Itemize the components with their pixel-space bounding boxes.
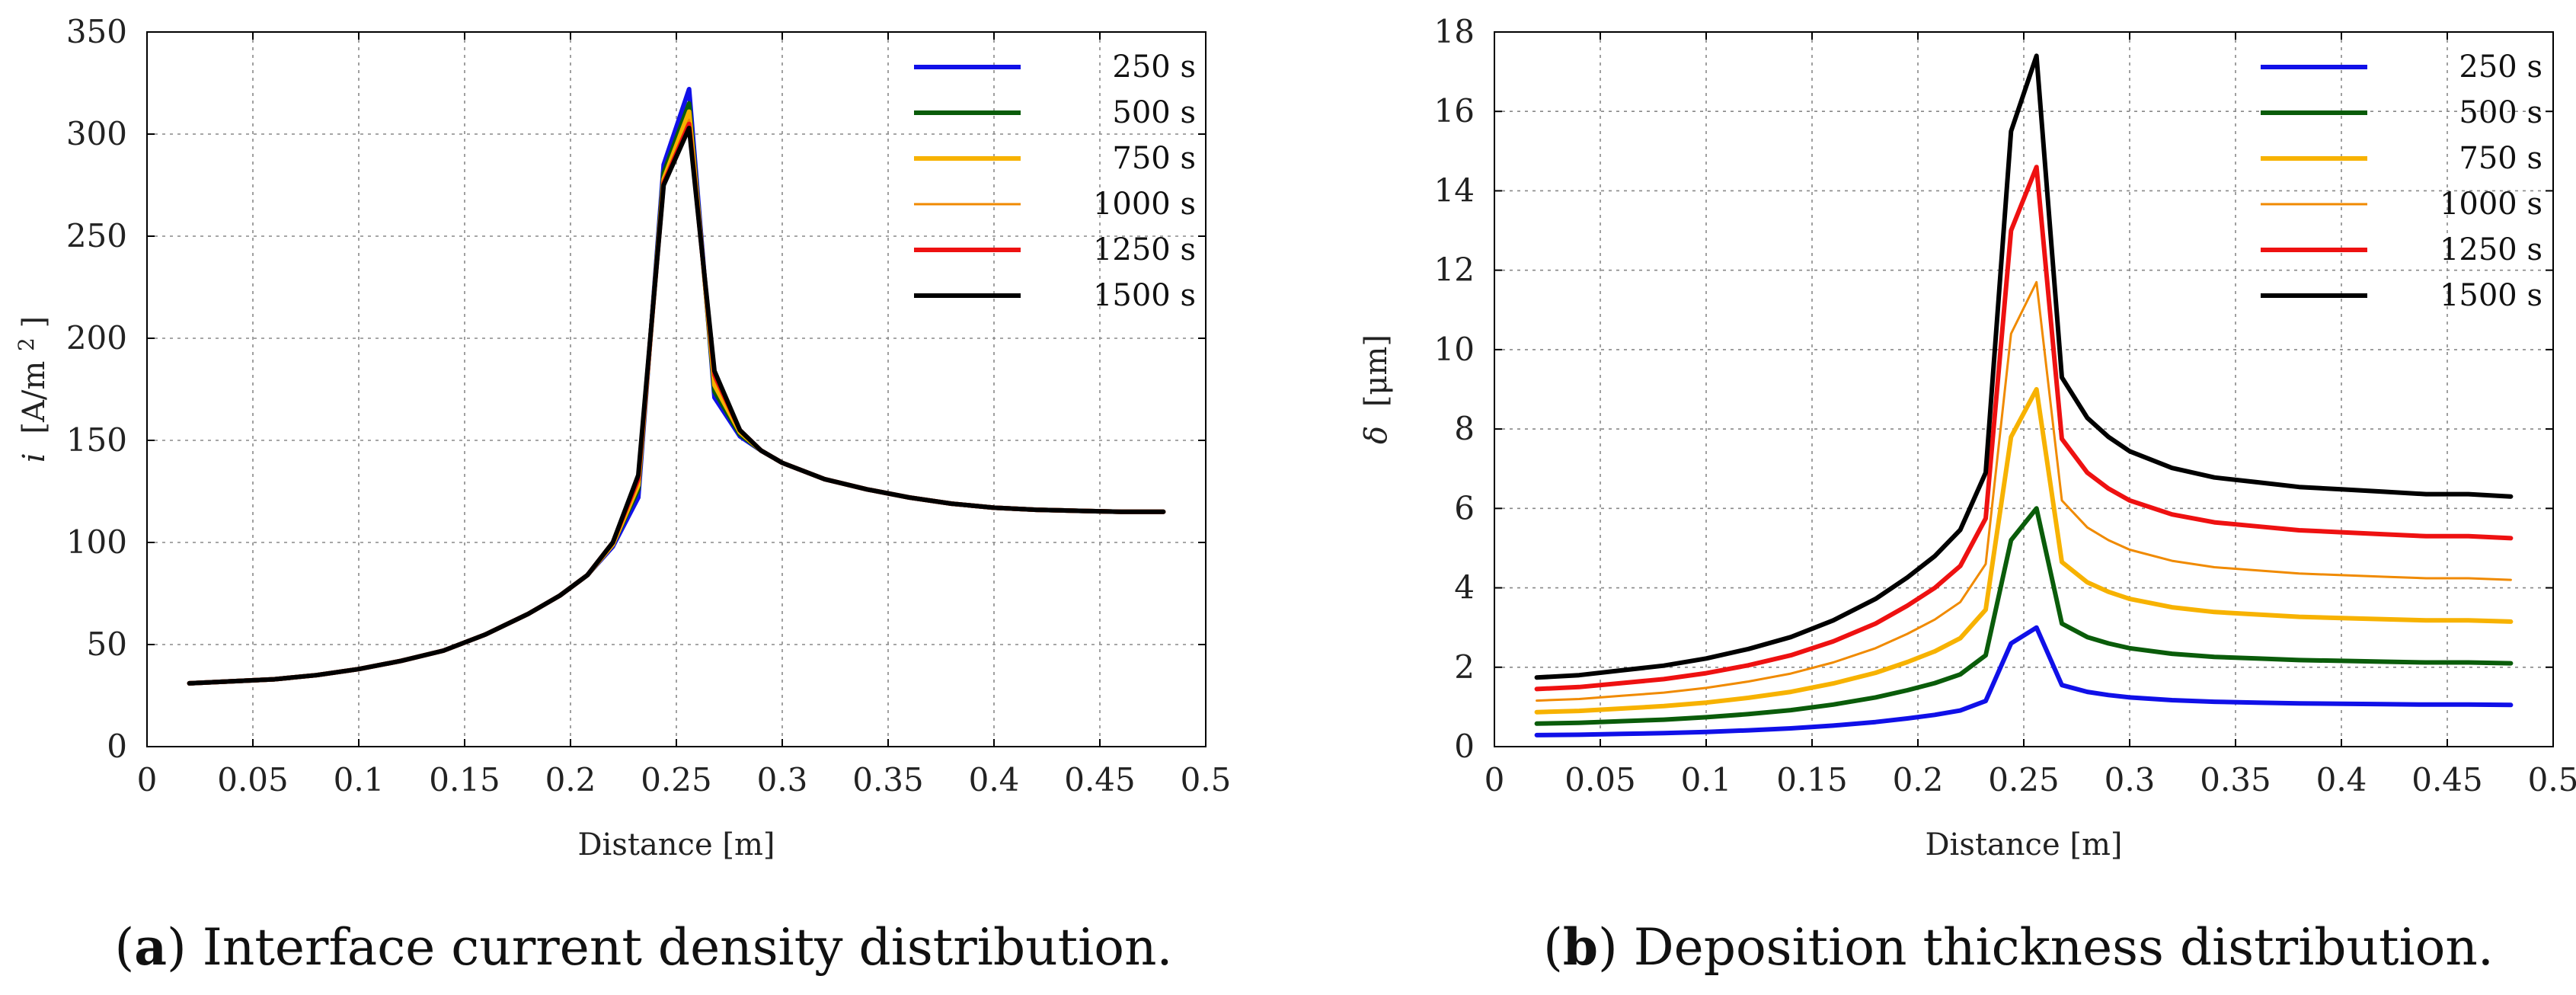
y-tick-label: 250 <box>66 217 127 254</box>
y-tick-label: 300 <box>66 115 127 152</box>
x-tick-label: 0.4 <box>2316 761 2367 798</box>
legend: 250 s 500 s 750 s 1000 s 1250 s 1500 s <box>914 50 1196 313</box>
y-axis-label-var: δ <box>1359 426 1394 444</box>
x-tick-label: 0.15 <box>1776 761 1848 798</box>
series-lines <box>187 87 1166 686</box>
caption-close-paren: ) <box>1598 918 1634 977</box>
y-tick-label: 12 <box>1434 251 1475 289</box>
y-tick-label: 0 <box>1454 728 1475 765</box>
x-tick-label: 0.35 <box>2200 761 2271 798</box>
series-lines <box>1534 53 2514 737</box>
chart-panel-current-density: 0 0.05 0.1 0.15 0.2 0.25 0.3 0.35 0.4 0.45 0.5 0 50 1… <box>6 13 1232 977</box>
legend-label: 750 s <box>1112 141 1196 176</box>
y-axis-label-close: ] <box>17 316 52 328</box>
x-tick-label: 0.05 <box>217 761 289 798</box>
legend-label: 1250 s <box>1093 232 1196 267</box>
y-axis-label-var: i <box>17 453 52 462</box>
caption-open-paren: ( <box>115 918 135 977</box>
legend-label: 250 s <box>1112 50 1196 85</box>
x-tick-label: 0.3 <box>757 761 808 798</box>
caption-open-paren: ( <box>1543 918 1563 977</box>
legend-label: 750 s <box>2459 141 2542 176</box>
series-line <box>1536 280 2512 702</box>
legend-label: 500 s <box>1112 95 1196 130</box>
y-tick-label: 8 <box>1454 410 1475 447</box>
x-tick-label: 0.45 <box>2411 761 2483 798</box>
caption-label: a <box>134 917 167 977</box>
y-axis-label-unit: [μm] <box>1359 334 1394 407</box>
legend-label: 1000 s <box>2440 187 2542 222</box>
legend: 250 s 500 s 750 s 1000 s 1250 s 1500 s <box>2261 50 2542 313</box>
series-line <box>1534 387 2514 715</box>
y-tick-label: 100 <box>66 523 127 561</box>
legend-label: 1000 s <box>1093 187 1196 222</box>
y-tick-label: 2 <box>1454 648 1475 686</box>
legend-label: 1500 s <box>2440 278 2542 313</box>
series-line <box>1534 506 2514 726</box>
x-tick-label: 0.25 <box>641 761 712 798</box>
x-tick-label: 0.2 <box>1893 761 1944 798</box>
y-tick-label: 150 <box>66 421 127 459</box>
x-axis-label: Distance [m] <box>577 827 775 862</box>
x-tick-label: 0.15 <box>429 761 500 798</box>
axis-ticks: 0 0.05 0.1 0.15 0.2 0.25 0.3 0.35 0.4 0.45 0.5 0 2 4 6… <box>1434 13 2576 798</box>
caption-close-paren: ) <box>167 918 203 977</box>
series-line <box>1534 625 2514 737</box>
x-tick-label: 0.3 <box>2105 761 2156 798</box>
x-tick-label: 0 <box>1485 761 1505 798</box>
x-tick-label: 0.5 <box>2528 761 2576 798</box>
x-tick-label: 0 <box>137 761 158 798</box>
x-tick-label: 0.2 <box>545 761 596 798</box>
caption-text: Deposition thickness distribution. <box>1634 918 2494 977</box>
legend-label: 1250 s <box>2440 232 2542 267</box>
chart-panel-deposition-thickness: 0 0.05 0.1 0.15 0.2 0.25 0.3 0.35 0.4 0.45 0.5 0 2 4 6… <box>1359 13 2576 977</box>
axis-ticks: 0 0.05 0.1 0.15 0.2 0.25 0.3 0.35 0.4 0.45 0.5 0 50 1… <box>66 13 1232 798</box>
series-line <box>187 126 1166 686</box>
x-tick-label: 0.45 <box>1064 761 1136 798</box>
caption-text: Interface current density distribution. <box>203 918 1173 977</box>
y-tick-label: 200 <box>66 319 127 357</box>
y-tick-label: 0 <box>107 728 127 765</box>
y-tick-label: 16 <box>1434 92 1475 130</box>
x-tick-label: 0.05 <box>1564 761 1636 798</box>
legend-label: 500 s <box>2459 95 2542 130</box>
y-axis-label: δ [μm] <box>1359 334 1394 444</box>
caption: (a) Interface current density distributi… <box>115 917 1173 977</box>
legend-label: 250 s <box>2459 50 2542 85</box>
grid <box>147 32 1206 747</box>
y-axis-label-unit: [A/m <box>17 361 52 434</box>
x-tick-label: 0.1 <box>334 761 385 798</box>
y-tick-label: 18 <box>1434 13 1475 50</box>
y-tick-label: 14 <box>1434 171 1475 209</box>
caption-label: b <box>1563 917 1598 977</box>
series-line <box>1534 165 2514 692</box>
y-tick-label: 50 <box>87 625 127 663</box>
y-tick-label: 6 <box>1454 489 1475 526</box>
caption: (b) Deposition thickness distribution. <box>1543 917 2494 977</box>
grid <box>1494 32 2553 747</box>
legend-label: 1500 s <box>1093 278 1196 313</box>
x-axis-label: Distance [m] <box>1925 827 2122 862</box>
x-tick-label: 0.4 <box>969 761 1020 798</box>
x-tick-label: 0.25 <box>1988 761 2060 798</box>
x-tick-label: 0.35 <box>852 761 924 798</box>
series-line <box>1534 53 2514 680</box>
x-tick-label: 0.5 <box>1181 761 1232 798</box>
x-tick-label: 0.1 <box>1681 761 1732 798</box>
y-tick-label: 350 <box>66 13 127 50</box>
y-tick-label: 4 <box>1454 569 1475 606</box>
y-axis-label-sup: 2 <box>14 338 39 351</box>
y-tick-label: 10 <box>1434 331 1475 368</box>
y-axis-label: i [A/m 2 ] <box>6 316 52 462</box>
